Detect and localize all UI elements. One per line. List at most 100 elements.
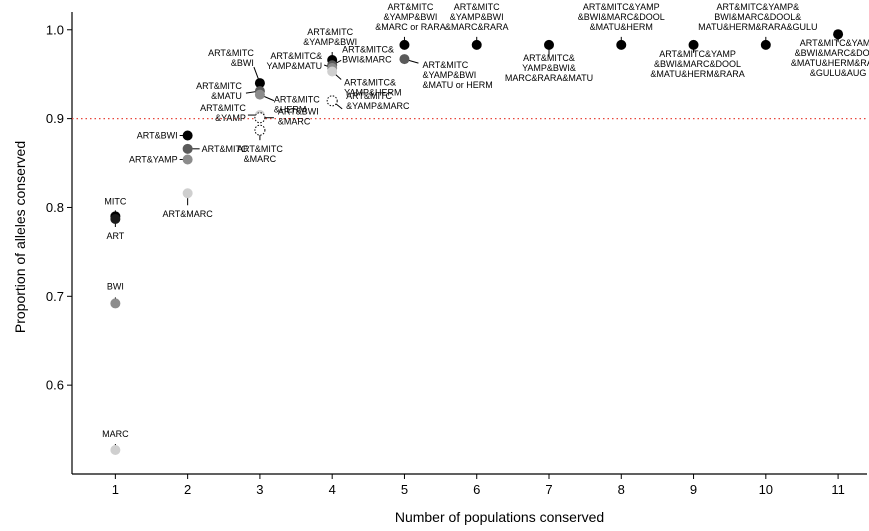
data-point (182, 130, 193, 141)
x-tick-label: 1 (112, 482, 119, 497)
data-point (110, 445, 121, 456)
x-tick-label: 6 (473, 482, 480, 497)
point-label: ART&BWI &MARC (278, 107, 319, 127)
x-tick-label: 9 (690, 482, 697, 497)
point-label-line: ART&MITC&YAMP (800, 38, 869, 48)
point-label: ART&MITC& YAMP&MATU (267, 51, 323, 71)
y-tick-label: 1.0 (46, 22, 64, 37)
data-point (399, 54, 410, 65)
point-label-line: MARC (102, 429, 129, 439)
data-point (544, 39, 554, 50)
point-label-line: ART (106, 231, 124, 241)
point-label: ART&MITC &MATU (196, 81, 242, 101)
x-tick-label: 2 (184, 482, 191, 497)
point-label-line: MARC&RARA&MATU (505, 73, 593, 83)
point-label-line: &MATU&HERM&RARA (791, 58, 869, 68)
point-label-line: ART&MITC&YAMP& (716, 2, 799, 12)
point-label-line: &BWI&MARC&DOOL (578, 12, 665, 22)
point-label-line: ART&MITC& (523, 53, 575, 63)
point-label-line: &YAMP&BWI (384, 12, 438, 22)
data-point (471, 39, 482, 50)
data-point (110, 214, 121, 225)
x-tick-label: 11 (831, 482, 845, 497)
point-label-line: ART&MITC (346, 91, 392, 101)
data-point (182, 188, 193, 199)
point-label-line: ART&MITC (208, 48, 254, 58)
y-tick-label: 0.8 (46, 200, 64, 215)
point-label-line: ART&MITC (196, 81, 242, 91)
data-point (182, 143, 193, 154)
point-label: ART (106, 231, 124, 241)
point-label-line: &YAMP&MARC (346, 101, 410, 111)
point-label-line: YAMP&MATU (267, 61, 323, 71)
point-label-line: &MATU&HERM&RARA (650, 69, 744, 79)
point-label-line: ART&MITC& (270, 51, 322, 61)
point-label-line: ART&MITC& (344, 78, 396, 88)
point-label-line: ART&MITC (237, 144, 283, 154)
x-tick-label: 5 (401, 482, 408, 497)
point-label-line: &YAMP&BWI (450, 12, 504, 22)
point-label-line: &MARC&RARA (445, 22, 509, 32)
data-point (110, 298, 121, 309)
point-label: ART&MITC&YAMP&BWI&MARC&DOOL&MATU&HERM&RA… (791, 38, 869, 78)
point-label: ART&MITC& YAMP&BWI& MARC&RARA&MATU (505, 53, 593, 83)
point-label: ART&MITC &YAMP&BWI &MATU or HERM (422, 60, 492, 90)
point-label-line: MITC (104, 196, 126, 206)
point-label-line: BWI&MARC&DOOL& (714, 12, 801, 22)
point-label-line: &MARC or RARA (375, 22, 446, 32)
point-label-line: &HERM (274, 105, 307, 115)
y-tick-label: 0.6 (46, 378, 64, 393)
point-label: ART&MITC &YAMP (200, 103, 246, 123)
point-label-line: &BWI (231, 58, 254, 68)
point-label-line: ART&BWI (278, 107, 319, 117)
point-label: ART&MITC &YAMP&BWI &MARC&RARA (445, 2, 509, 32)
x-tick-label: 4 (329, 482, 336, 497)
data-point (182, 154, 193, 165)
point-label-line: &MARC (244, 154, 277, 164)
point-label-line: &BWI&MARC&DOOL (654, 59, 741, 69)
point-label: ART&MITC &YAMP&MARC (346, 91, 410, 111)
point-label-line: BWI (107, 281, 124, 291)
data-point (254, 78, 265, 89)
y-tick-label: 0.7 (46, 289, 64, 304)
point-label: ART&YAMP (129, 154, 178, 164)
data-point (254, 89, 265, 100)
point-label-line: ART&BWI (137, 130, 178, 140)
data-point (327, 66, 338, 77)
x-tick-label: 7 (545, 482, 552, 497)
point-label: ART&MITC&YAMP&BWI&MARC&DOOL&MATU&HERM&RA… (650, 49, 744, 79)
point-label: ART&MITC& BWI&MARC (342, 44, 394, 64)
data-point (616, 39, 627, 50)
point-label-line: &MATU or HERM (422, 80, 492, 90)
point-label: ART&MITC& YAMP&HERM (344, 78, 401, 98)
point-label-line: ART&MITC&YAMP (659, 49, 736, 59)
point-label-line: YAMP&BWI& (522, 63, 576, 73)
point-label-line: ART&MITC& (342, 44, 394, 54)
data-point (399, 39, 410, 50)
point-label: ART&MITC &HERM (274, 95, 320, 115)
point-label: ART&MITC &YAMP&BWI (303, 27, 357, 47)
point-label: ART&MITC&YAMP &BWI&MARC&DOOL &MATU&HERM (578, 2, 665, 32)
x-axis-title: Number of populations conserved (395, 509, 604, 525)
data-point (760, 39, 771, 50)
point-label: MARC (102, 429, 129, 439)
point-label-line: ART&MITC (274, 95, 320, 105)
point-label-line: &GULU&AUG (810, 68, 867, 78)
point-label-line: YAMP&HERM (344, 88, 401, 98)
point-label-line: BWI&MARC (342, 54, 392, 64)
point-label-line: &MATU&HERM (590, 22, 653, 32)
y-axis-title: Proportion of alleles conserved (12, 141, 28, 333)
point-label: ART&MITC &YAMP&BWI &MARC or RARA (375, 2, 446, 32)
point-label-line: ART&MITC (200, 103, 246, 113)
point-label-line: &MATU (211, 91, 242, 101)
point-label-line: &BWI&MARC&DOOL (795, 48, 869, 58)
point-label: BWI (107, 281, 124, 291)
point-label: MITC (104, 196, 126, 206)
point-label-line: MATU&HERM&RARA&GULU (698, 22, 817, 32)
x-tick-label: 3 (256, 482, 263, 497)
point-label: ART&MARC (162, 209, 213, 219)
point-label-line: &YAMP (215, 113, 246, 123)
point-label: ART&MITC&YAMP&BWI&MARC&DOOL&MATU&HERM&RA… (698, 2, 817, 32)
point-label-line: ART&MITC (454, 2, 500, 12)
